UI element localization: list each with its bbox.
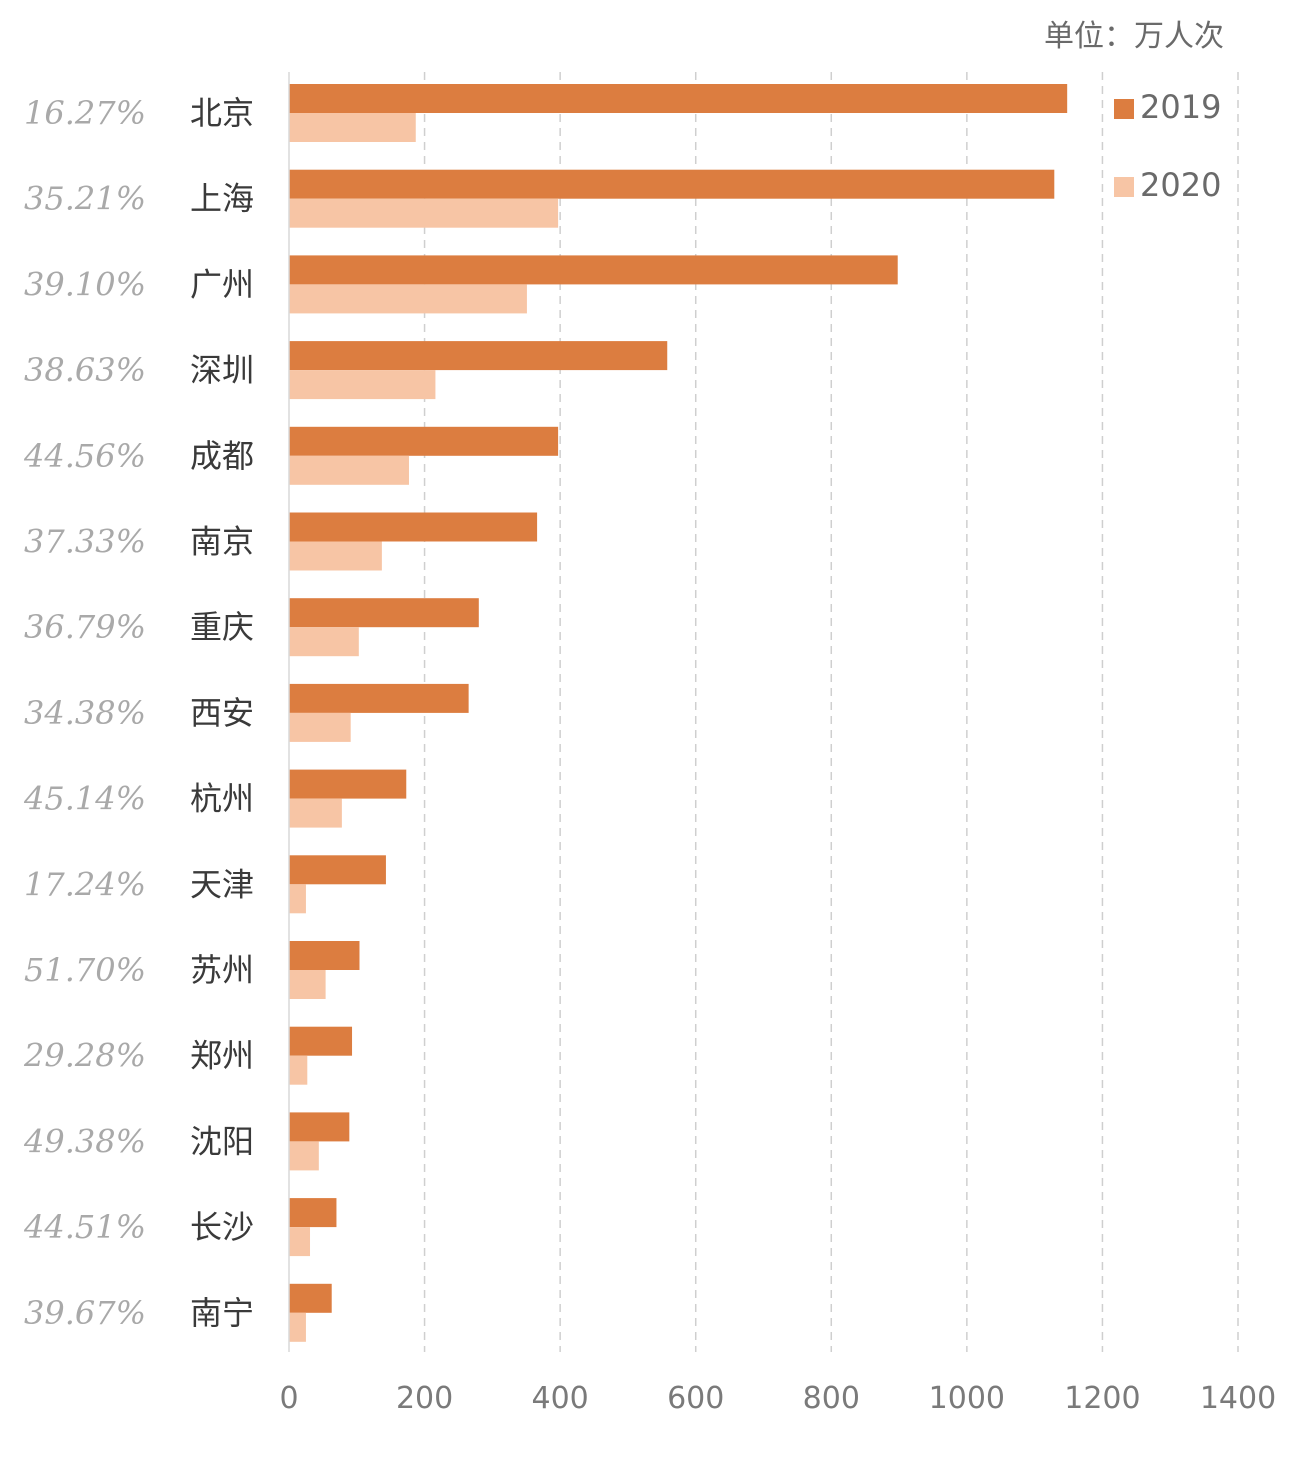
ratio-label: 36.79% [24, 608, 146, 646]
category-label: 西安 [190, 694, 254, 732]
ratio-label: 44.51% [23, 1208, 146, 1246]
bar-2020-2 [289, 284, 527, 314]
category-label: 天津 [190, 865, 254, 903]
bar-2019-8 [289, 769, 407, 799]
ratio-label: 16.27% [24, 94, 146, 132]
bar-2019-6 [289, 598, 479, 628]
bar-2020-5 [289, 541, 382, 571]
x-tick-label: 800 [803, 1381, 860, 1416]
category-label: 南京 [190, 523, 254, 561]
ratio-label: 37.33% [24, 523, 146, 561]
ratio-label: 44.56% [23, 437, 146, 475]
bar-2019-2 [289, 255, 898, 285]
category-label: 北京 [190, 94, 254, 132]
bar-2020-14 [289, 1312, 306, 1342]
bar-2020-1 [289, 198, 559, 228]
ratio-label: 49.38% [23, 1122, 146, 1160]
ratio-label: 38.63% [24, 351, 146, 389]
bar-2019-9 [289, 855, 386, 885]
ratio-label: 39.10% [24, 265, 146, 303]
bars [289, 84, 1068, 1342]
legend-swatch-2020 [1114, 177, 1134, 197]
bar-2019-1 [289, 169, 1055, 199]
category-label: 广州 [190, 265, 254, 303]
x-axis-ticks: 0 200 400 600 800 1000 1200 1400 [279, 1381, 1276, 1416]
legend: 2019 2020 [1114, 88, 1221, 204]
bar-2020-6 [289, 627, 359, 657]
category-label: 长沙 [190, 1208, 254, 1246]
bar-2020-7 [289, 712, 351, 742]
x-tick-label: 1400 [1200, 1381, 1276, 1416]
category-label: 深圳 [190, 351, 254, 389]
bar-2019-13 [289, 1198, 337, 1228]
bar-2019-4 [289, 426, 559, 456]
bar-2020-0 [289, 113, 416, 142]
bar-2019-5 [289, 512, 538, 542]
x-tick-label: 400 [532, 1381, 589, 1416]
x-tick-label: 1000 [929, 1381, 1005, 1416]
category-label: 重庆 [190, 608, 254, 646]
ratio-label: 17.24% [24, 865, 146, 903]
x-tick-label: 600 [667, 1381, 724, 1416]
bar-2019-7 [289, 683, 469, 713]
x-tick-label: 1200 [1064, 1381, 1140, 1416]
bar-2020-3 [289, 370, 436, 400]
bar-2019-0 [289, 84, 1068, 113]
ratio-label: 35.21% [24, 180, 146, 218]
x-tick-label: 200 [396, 1381, 453, 1416]
category-label: 成都 [190, 437, 254, 475]
bar-2019-12 [289, 1112, 350, 1142]
category-label: 沈阳 [190, 1122, 254, 1160]
x-tick-label: 0 [279, 1381, 298, 1416]
bar-2019-3 [289, 341, 668, 371]
legend-label-2019: 2019 [1140, 88, 1221, 126]
category-label: 南宁 [190, 1294, 254, 1332]
bar-2020-12 [289, 1141, 319, 1171]
bar-2020-10 [289, 970, 326, 999]
category-label: 上海 [190, 180, 254, 218]
bar-2020-9 [289, 884, 306, 914]
category-label: 苏州 [190, 951, 254, 989]
ratio-label: 39.67% [24, 1294, 146, 1332]
grid-lines [423, 72, 1239, 1352]
bar-2019-10 [289, 941, 360, 970]
bar-2019-11 [289, 1026, 353, 1056]
category-label: 杭州 [190, 780, 254, 818]
bar-2020-11 [289, 1055, 308, 1085]
bar-2020-4 [289, 455, 409, 485]
bar-2020-8 [289, 798, 342, 828]
ratio-label: 51.70% [24, 951, 146, 989]
bar-2020-13 [289, 1227, 311, 1257]
ratio-label: 45.14% [23, 780, 146, 818]
bar-2019-14 [289, 1283, 332, 1313]
legend-label-2020: 2020 [1140, 166, 1221, 204]
legend-swatch-2019 [1114, 99, 1134, 119]
percentage-labels: 16.27% 35.21% 39.10% 38.63% 44.56% 37.33% 36.7… [23, 94, 146, 1332]
ratio-label: 29.28% [23, 1037, 146, 1075]
unit-label: 单位：万人次 [1044, 19, 1224, 54]
category-label: 郑州 [190, 1037, 254, 1075]
ratio-label: 34.38% [24, 694, 146, 732]
